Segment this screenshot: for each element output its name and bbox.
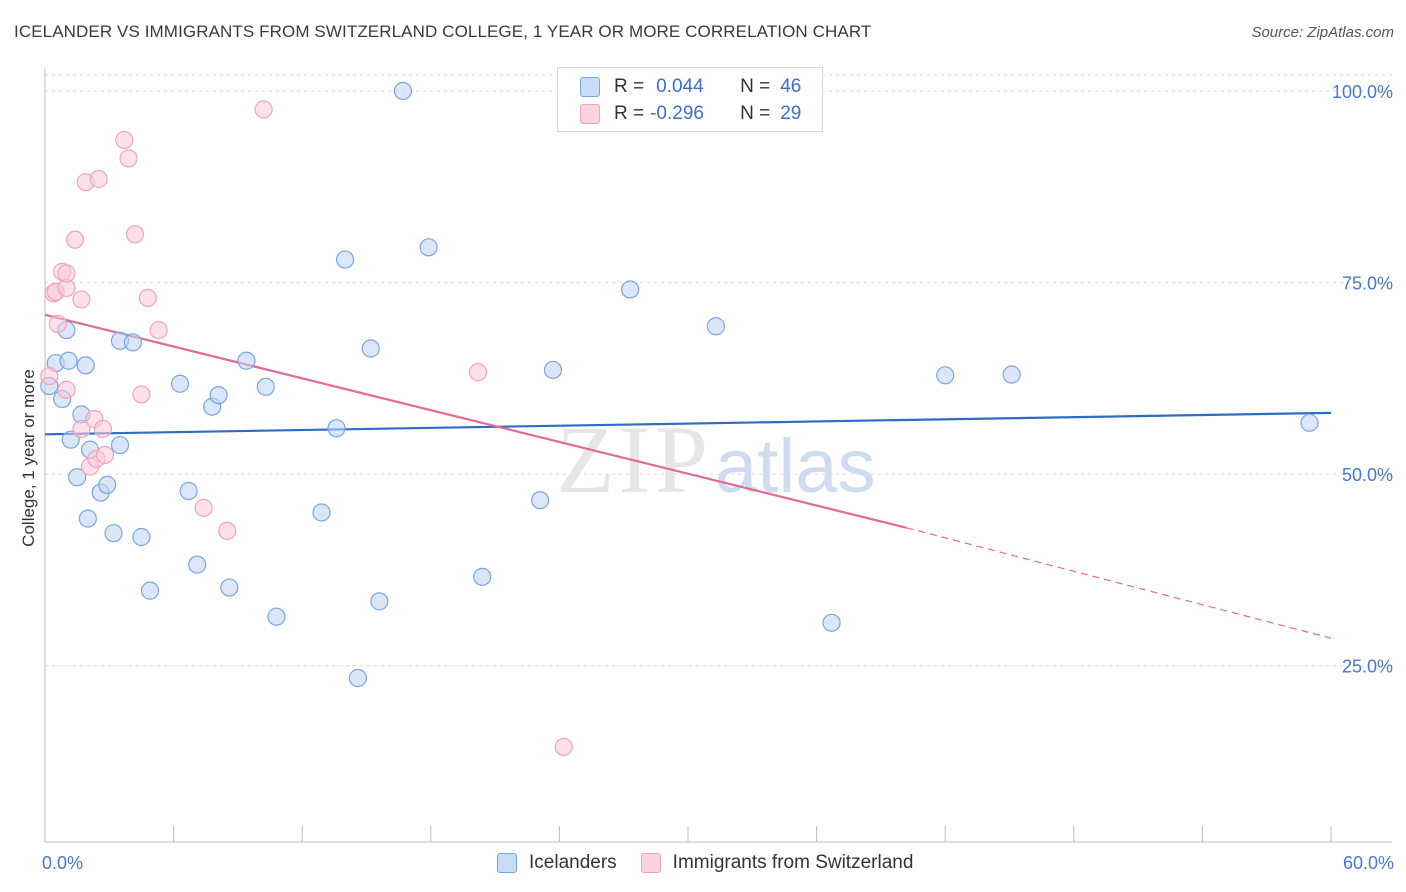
- y-tick-label: 75.0%: [1342, 274, 1393, 294]
- point-icelanders: [419, 238, 438, 257]
- legend-row-icelanders: R = 0.044 N = 46: [580, 74, 801, 100]
- point-switzerland: [57, 264, 76, 283]
- point-icelanders: [361, 339, 380, 358]
- point-icelanders: [348, 668, 368, 688]
- trend-line-switzerland: [44, 313, 907, 529]
- point-switzerland: [115, 130, 134, 150]
- series-legend: Icelanders Immigrants from Switzerland: [497, 852, 937, 874]
- series-name-switzerland: Immigrants from Switzerland: [672, 852, 914, 873]
- point-switzerland: [132, 385, 151, 404]
- point-switzerland: [149, 320, 168, 340]
- point-icelanders: [473, 567, 492, 586]
- legend-n-label: N =: [740, 76, 771, 97]
- gridlines: [45, 74, 1392, 667]
- point-icelanders: [370, 592, 389, 611]
- legend-swatch-blue: [580, 77, 600, 97]
- point-icelanders: [59, 351, 78, 370]
- point-switzerland: [554, 737, 573, 757]
- legend-n-value: 29: [780, 103, 802, 124]
- x-tick-label: 60.0%: [1343, 853, 1394, 873]
- correlation-legend: R = 0.044 N = 46 R = -0.296 N = 29: [557, 67, 823, 132]
- point-switzerland: [254, 100, 273, 119]
- point-icelanders: [237, 351, 256, 370]
- point-switzerland: [125, 225, 145, 244]
- point-icelanders: [1002, 365, 1021, 384]
- series-swatch-pink: [640, 853, 661, 873]
- point-icelanders: [621, 280, 640, 299]
- point-icelanders: [179, 481, 198, 501]
- data-points: [40, 81, 1319, 757]
- chart-title: ICELANDER VS IMMIGRANTS FROM SWITZERLAND…: [14, 22, 872, 41]
- point-switzerland: [40, 366, 59, 386]
- legend-r-value: -0.296: [650, 103, 704, 124]
- point-icelanders: [104, 524, 123, 543]
- point-icelanders: [1300, 413, 1319, 432]
- trend-line-switzerland-extrapolated: [906, 527, 1332, 639]
- point-switzerland: [95, 445, 115, 465]
- point-switzerland: [194, 498, 213, 517]
- point-icelanders: [256, 377, 275, 396]
- tick-labels: 25.0% 50.0% 75.0% 100.0% 0.0% 60.0%: [42, 82, 1394, 873]
- legend-row-switzerland: R = -0.296 N = 29: [580, 101, 801, 127]
- legend-r-label: R =: [614, 103, 645, 124]
- point-icelanders: [936, 366, 955, 385]
- point-switzerland: [57, 380, 76, 399]
- series-legend-switzerland: Immigrants from Switzerland: [640, 852, 914, 874]
- point-icelanders: [531, 491, 550, 510]
- y-tick-label: 25.0%: [1342, 657, 1393, 677]
- point-switzerland: [48, 314, 67, 334]
- legend-swatch-pink: [580, 104, 600, 124]
- point-icelanders: [132, 527, 151, 547]
- point-switzerland: [93, 419, 112, 439]
- point-switzerland: [65, 230, 85, 249]
- point-icelanders: [98, 475, 117, 494]
- point-icelanders: [312, 503, 331, 522]
- point-icelanders: [220, 578, 239, 597]
- point-switzerland: [72, 419, 91, 439]
- point-icelanders: [327, 419, 346, 438]
- point-icelanders: [706, 317, 725, 336]
- y-axis-label: College, 1 year or more: [19, 369, 38, 547]
- point-icelanders: [209, 386, 228, 405]
- point-icelanders: [76, 356, 95, 375]
- point-icelanders: [68, 468, 87, 487]
- point-icelanders: [140, 581, 160, 600]
- y-tick-label: 50.0%: [1342, 465, 1393, 485]
- point-icelanders: [61, 430, 80, 449]
- point-icelanders: [170, 374, 190, 393]
- point-switzerland: [138, 288, 157, 308]
- watermark-atlas: atlas: [715, 424, 876, 509]
- trend-line-icelanders: [44, 411, 1332, 436]
- point-switzerland: [468, 363, 488, 382]
- series-legend-icelanders: Icelanders: [497, 852, 617, 874]
- legend-r-label: R =: [614, 76, 645, 97]
- x-tick-label: 0.0%: [42, 853, 83, 873]
- point-icelanders: [822, 613, 841, 632]
- point-switzerland: [89, 170, 108, 189]
- legend-n-label: N =: [740, 103, 771, 124]
- legend-r-value: 0.044: [656, 76, 704, 97]
- point-icelanders: [188, 555, 207, 574]
- y-tick-label: 100.0%: [1332, 82, 1393, 102]
- source-credit: Source: ZipAtlas.com: [1251, 24, 1394, 41]
- point-icelanders: [393, 81, 413, 101]
- series-swatch-blue: [497, 853, 517, 873]
- point-icelanders: [123, 333, 142, 352]
- point-icelanders: [78, 509, 97, 528]
- series-name-icelanders: Icelanders: [529, 852, 617, 873]
- point-icelanders: [543, 360, 563, 380]
- axes: [44, 68, 1392, 843]
- point-icelanders: [335, 250, 355, 269]
- point-switzerland: [218, 521, 237, 540]
- point-switzerland: [72, 290, 91, 309]
- legend-n-value: 46: [780, 76, 802, 97]
- point-icelanders: [267, 607, 286, 626]
- point-icelanders: [110, 435, 130, 455]
- point-switzerland: [119, 149, 138, 168]
- trend-lines: [44, 313, 1332, 639]
